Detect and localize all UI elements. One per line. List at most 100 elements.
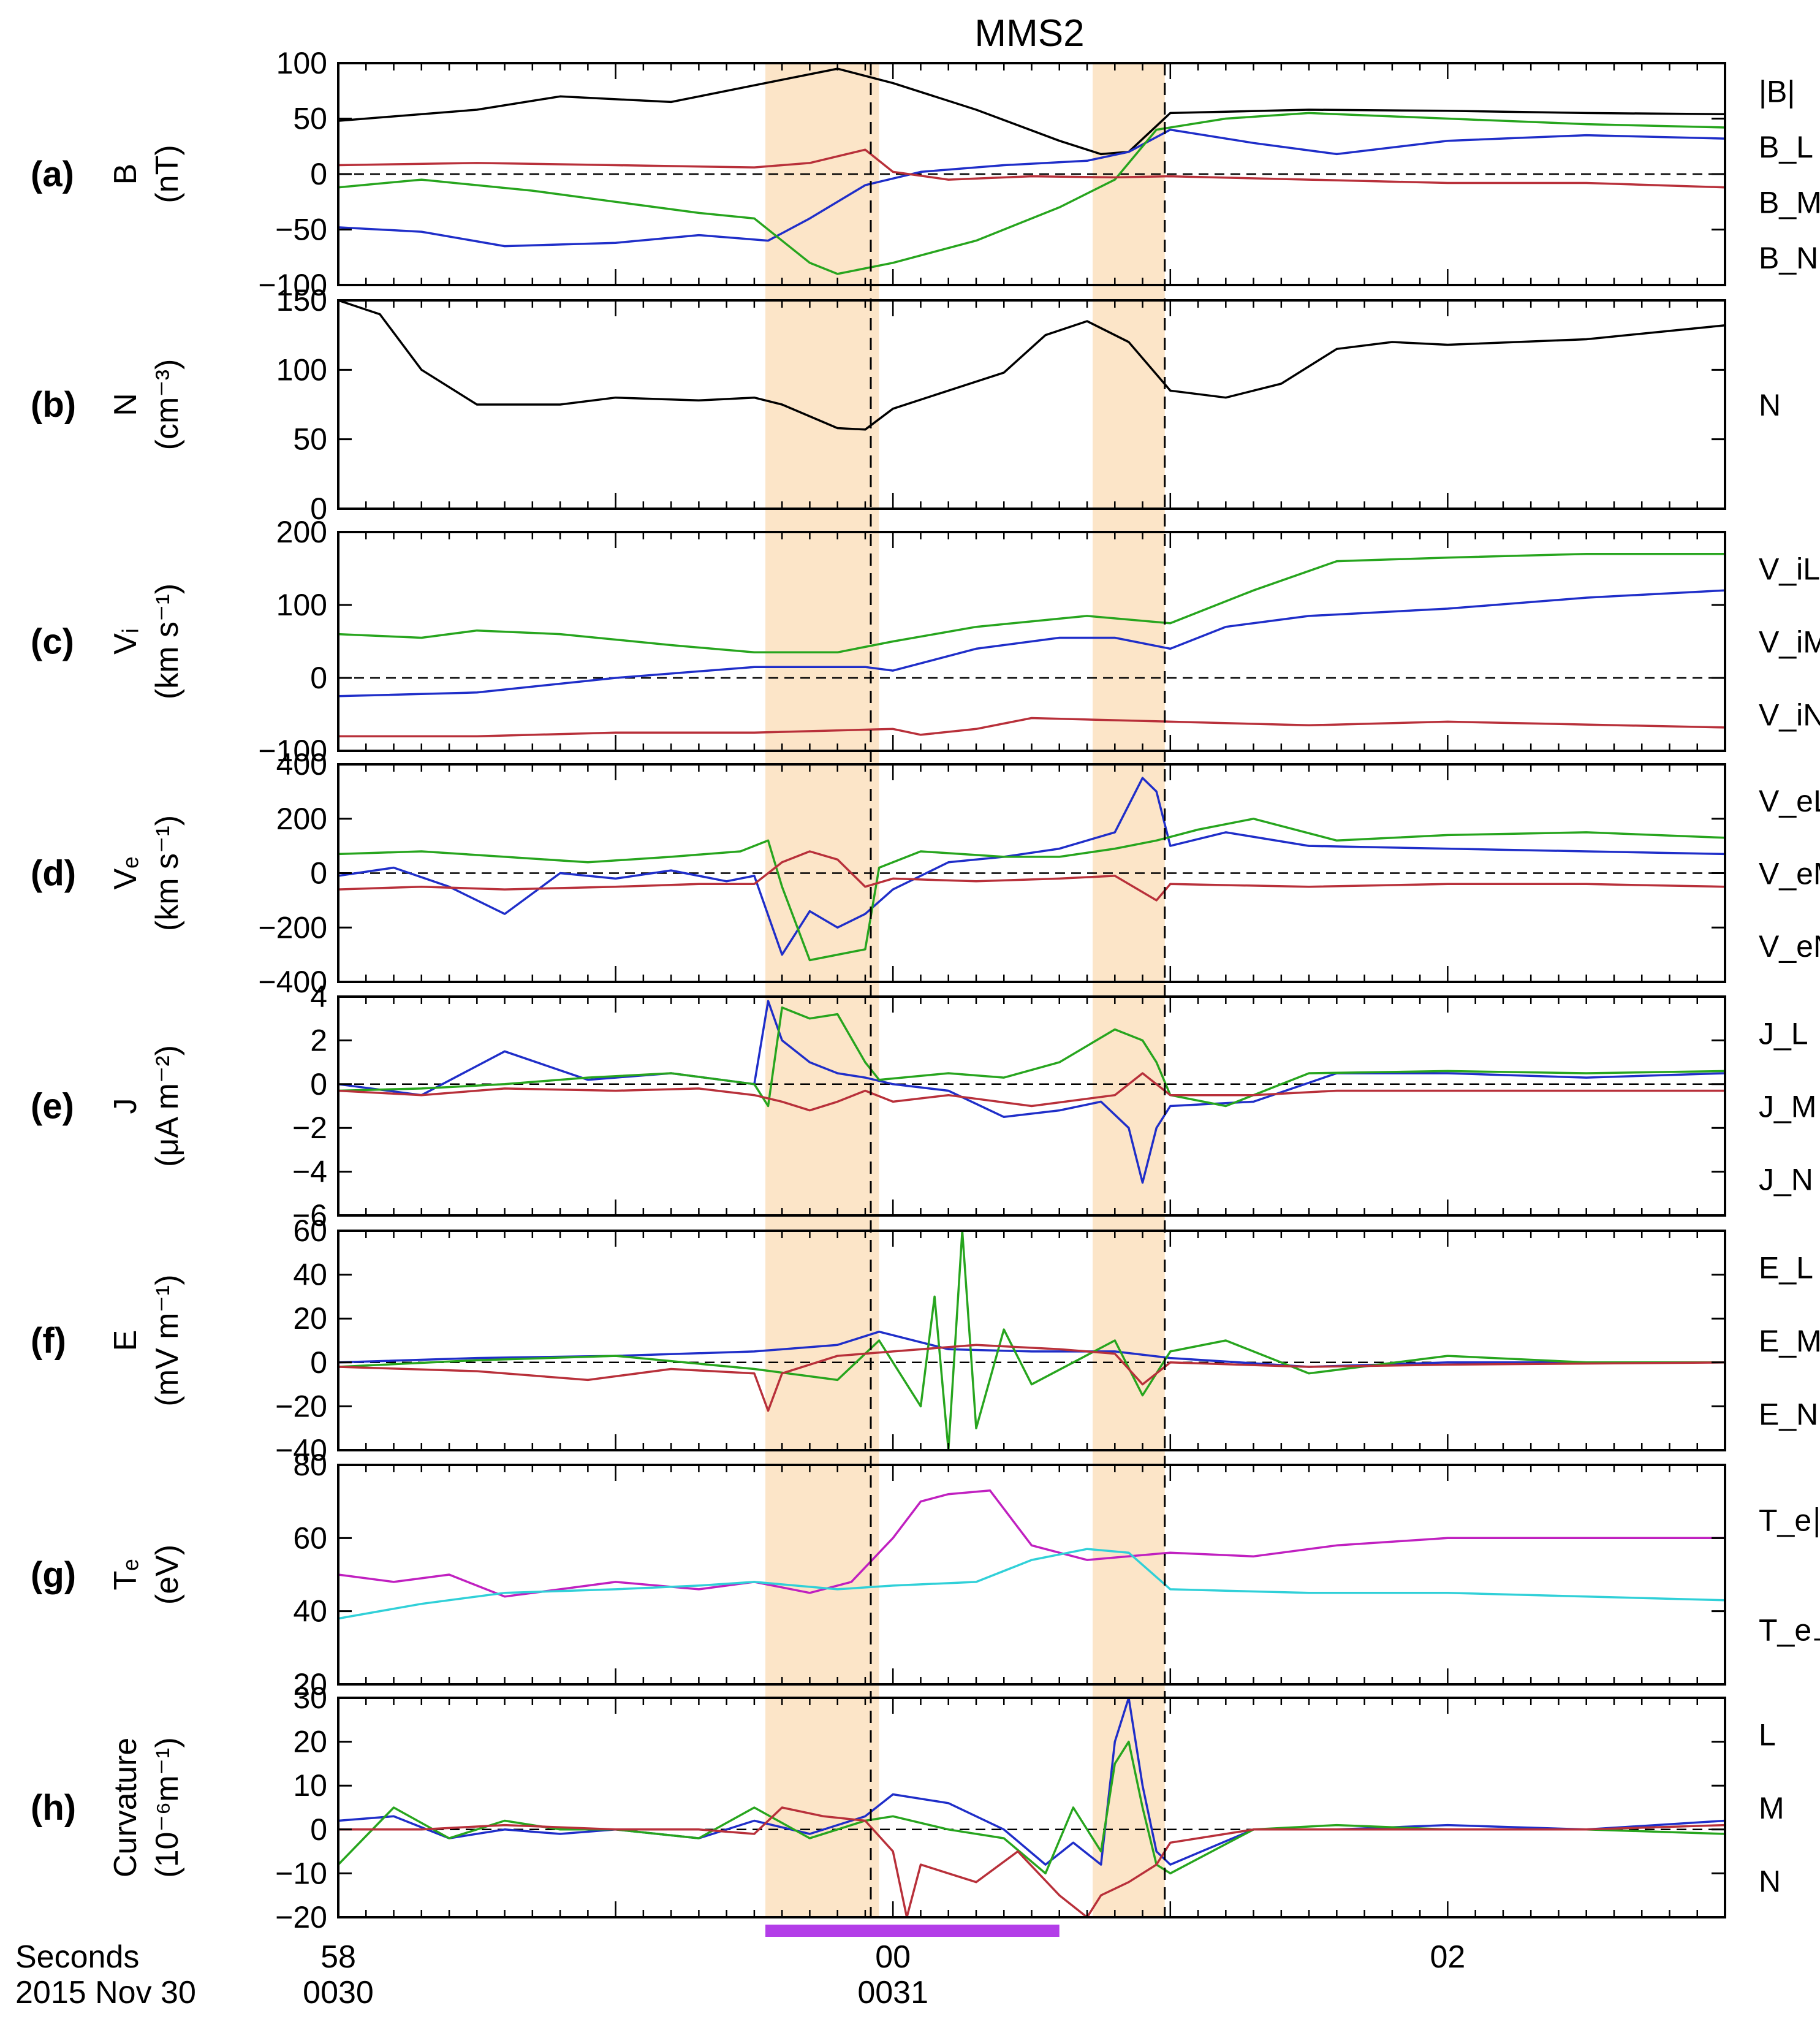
y-tick-label: 50	[293, 422, 327, 457]
y-axis-unit: (nT)	[150, 145, 185, 203]
y-tick-label: 0	[310, 157, 327, 191]
y-axis-label: Vᵢ	[108, 628, 143, 655]
y-tick-label: −20	[275, 1389, 327, 1423]
legend-label: N	[1759, 388, 1781, 422]
y-tick-label: 40	[293, 1258, 327, 1292]
y-axis-unit: (μA m⁻²)	[150, 1045, 185, 1167]
series-line-1	[338, 818, 1726, 962]
x-tick-label: 00	[875, 1939, 911, 1975]
legend-label: E_L	[1759, 1251, 1813, 1285]
series-line-3	[338, 148, 1726, 189]
series-line-0	[338, 67, 1726, 156]
series-line-2	[338, 850, 1726, 902]
y-tick-label: −200	[258, 910, 327, 945]
y-tick-label: 0	[310, 661, 327, 695]
panel-letter: (f)	[31, 1321, 66, 1361]
series-line-0	[338, 1000, 1726, 1184]
panel-letter: (g)	[31, 1555, 76, 1595]
legend-label: V_iN	[1759, 698, 1820, 732]
shaded-interval-layer	[765, 63, 1165, 1917]
series-line-2	[338, 112, 1726, 275]
series-line-2	[338, 1344, 1726, 1412]
series-line-0	[338, 299, 1726, 431]
x-row-label-date: 2015 Nov 30	[15, 1975, 196, 2010]
y-tick-label: 0	[310, 856, 327, 891]
y-tick-label: 20	[293, 1725, 327, 1759]
series-line-1	[338, 128, 1726, 248]
y-axis-label: J	[108, 1098, 143, 1114]
legend-label: V_eN	[1759, 929, 1820, 964]
legend-label: J_N	[1759, 1163, 1813, 1197]
panel-letter: (b)	[31, 385, 76, 425]
y-axis-unit: (km s⁻¹)	[150, 815, 185, 931]
series-line-0	[338, 589, 1726, 698]
legend-label: V_iM	[1759, 625, 1820, 660]
panel-letter: (c)	[31, 622, 74, 662]
y-tick-label: 200	[276, 802, 327, 836]
x-tick-sublabel: 0031	[857, 1975, 928, 2010]
panel-d: −400 −200 0 200 400 (d) Vₑ(km s⁻¹) V_eL V_eM V_eN	[31, 747, 1820, 999]
y-tick-label: 100	[276, 46, 327, 80]
y-tick-label: −10	[275, 1856, 327, 1890]
legend-label: V_eL	[1759, 784, 1820, 818]
series-line-1	[338, 1230, 1725, 1451]
y-axis-label: Tₑ	[108, 1559, 143, 1590]
y-tick-label: 2	[310, 1023, 327, 1057]
y-axis-label: Vₑ	[108, 856, 143, 889]
y-tick-label: 60	[293, 1521, 327, 1555]
y-tick-label: 400	[276, 747, 327, 781]
y-tick-label: 30	[293, 1681, 327, 1715]
y-tick-label: −50	[275, 213, 327, 247]
highlight-bar	[765, 1925, 1060, 1937]
panel-b: 0 50 100 150 (b) N (cm⁻³) N	[31, 283, 1781, 526]
series-line-2	[338, 1072, 1725, 1112]
legend-label: M	[1759, 1791, 1784, 1825]
chart-title: MMS2	[974, 12, 1084, 55]
legend-label: J_M	[1759, 1090, 1816, 1124]
series-line-0	[338, 1489, 1725, 1598]
y-tick-label: 0	[310, 1345, 327, 1380]
y-tick-label: 80	[293, 1448, 327, 1482]
x-row-label-seconds: Seconds	[15, 1939, 139, 1975]
y-tick-label: 200	[276, 515, 327, 549]
panel-letter: (e)	[31, 1087, 74, 1127]
legend-label: B_M	[1759, 185, 1820, 219]
legend-label: B_N	[1759, 241, 1818, 275]
legend-label: T_e∥	[1759, 1504, 1820, 1538]
y-tick-label: 50	[293, 102, 327, 136]
series-line-2	[338, 717, 1726, 737]
panel-frame	[337, 1697, 1726, 1918]
y-tick-label: −4	[292, 1155, 327, 1189]
series-line-2	[338, 1806, 1726, 1918]
legend-label: V_iL	[1759, 552, 1820, 587]
panel-c: −100 0 100 200 (c) Vᵢ (km s⁻¹) V_iL V_iM V_iN	[31, 515, 1820, 768]
y-tick-label: −6	[292, 1198, 327, 1233]
y-tick-label: −20	[275, 1900, 327, 1934]
y-tick-label: 40	[293, 1594, 327, 1629]
y-tick-label: −2	[292, 1111, 327, 1145]
series-line-1	[338, 1548, 1726, 1620]
x-tick-label: 02	[1430, 1939, 1465, 1975]
y-tick-label: 100	[276, 352, 327, 387]
y-tick-label: 0	[310, 492, 327, 526]
series-line-1	[338, 1006, 1726, 1108]
y-axis-label: E	[108, 1330, 143, 1352]
panel-letter: (d)	[31, 854, 76, 894]
legend-label: L	[1759, 1718, 1776, 1752]
legend-label: E_M	[1759, 1324, 1820, 1358]
x-tick-label: 58	[320, 1939, 356, 1975]
y-tick-label: 0	[310, 1812, 327, 1847]
legend-label: E_N	[1759, 1397, 1818, 1431]
shaded-interval-1	[765, 63, 879, 1917]
y-tick-label: 150	[276, 283, 327, 317]
panel-e: −6 −4 −2 0 2 4 (e) J (μA m⁻²) J_L J_M J_N	[31, 979, 1816, 1233]
y-axis-unit: (cm⁻³)	[150, 359, 185, 451]
x-tick-sublabel: 0030	[303, 1975, 374, 2010]
series-line-1	[338, 552, 1725, 654]
y-tick-label: −40	[275, 1433, 327, 1467]
y-tick-label: 10	[293, 1768, 327, 1803]
series-line-0	[338, 1697, 1726, 1866]
legend-label: B_L	[1759, 130, 1813, 164]
